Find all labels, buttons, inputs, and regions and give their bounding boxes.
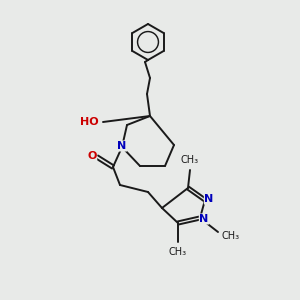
Text: CH₃: CH₃ bbox=[169, 247, 187, 257]
Text: CH₃: CH₃ bbox=[181, 155, 199, 165]
Text: N: N bbox=[200, 214, 208, 224]
Text: N: N bbox=[117, 141, 127, 151]
Text: CH₃: CH₃ bbox=[221, 231, 239, 241]
Text: HO: HO bbox=[80, 117, 99, 127]
Text: N: N bbox=[204, 194, 214, 204]
Text: O: O bbox=[87, 151, 97, 161]
